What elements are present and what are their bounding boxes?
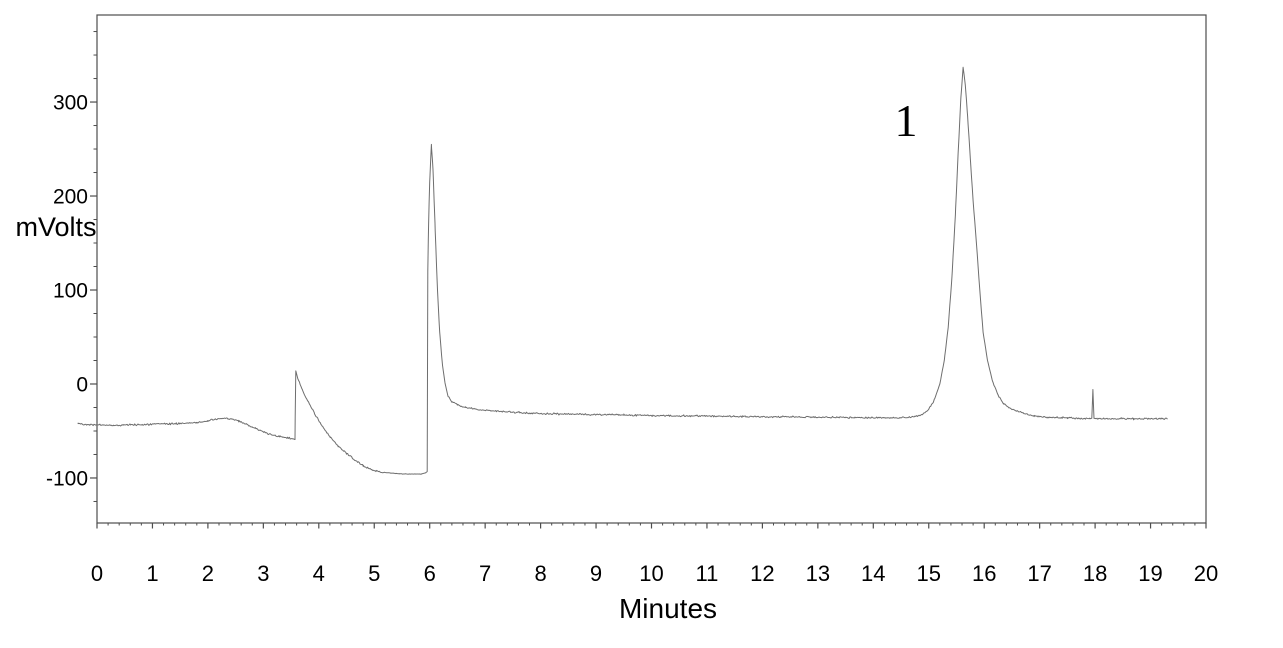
x-tick-label: 19 bbox=[1138, 561, 1162, 586]
y-tick-label: 0 bbox=[76, 373, 88, 396]
x-tick-label: 5 bbox=[368, 561, 380, 586]
x-tick-label: 3 bbox=[257, 561, 269, 586]
x-tick-label: 8 bbox=[534, 561, 546, 586]
x-tick-label: 4 bbox=[313, 561, 325, 586]
x-tick-label: 18 bbox=[1083, 561, 1107, 586]
y-axis-tick-labels: -100 0 100 200 300 bbox=[46, 92, 88, 491]
x-tick-label: 16 bbox=[972, 561, 996, 586]
x-tick-label: 2 bbox=[202, 561, 214, 586]
x-tick-label: 6 bbox=[424, 561, 436, 586]
y-axis-title: mVolts bbox=[15, 212, 96, 242]
x-tick-label: 20 bbox=[1194, 561, 1218, 586]
x-tick-label: 1 bbox=[146, 561, 158, 586]
x-tick-label: 9 bbox=[590, 561, 602, 586]
x-tick-label: 11 bbox=[696, 561, 719, 586]
y-axis-ticks bbox=[90, 31, 97, 502]
y-tick-label: 200 bbox=[53, 186, 88, 209]
signal-trace bbox=[77, 66, 1168, 475]
peak-1-label: 1 bbox=[895, 95, 918, 146]
x-tick-label: 0 bbox=[91, 561, 103, 586]
x-tick-label: 15 bbox=[917, 561, 941, 586]
x-tick-label: 14 bbox=[861, 561, 885, 586]
y-tick-label: 100 bbox=[53, 280, 88, 303]
plot-border bbox=[96, 14, 1207, 524]
x-tick-label: 12 bbox=[750, 561, 774, 586]
x-tick-label: 13 bbox=[806, 561, 830, 586]
x-axis-tick-labels: 0 1 2 3 4 5 6 7 8 9 10 11 12 13 14 15 16 17 18 19 20 bbox=[91, 561, 1218, 586]
x-tick-label: 17 bbox=[1027, 561, 1051, 586]
x-tick-label: 7 bbox=[479, 561, 491, 586]
x-axis-ticks bbox=[96, 523, 1207, 529]
x-tick-label: 10 bbox=[639, 561, 663, 586]
y-tick-label: 300 bbox=[53, 92, 88, 115]
x-axis-title: Minutes bbox=[619, 593, 717, 624]
y-tick-label: -100 bbox=[46, 467, 88, 490]
